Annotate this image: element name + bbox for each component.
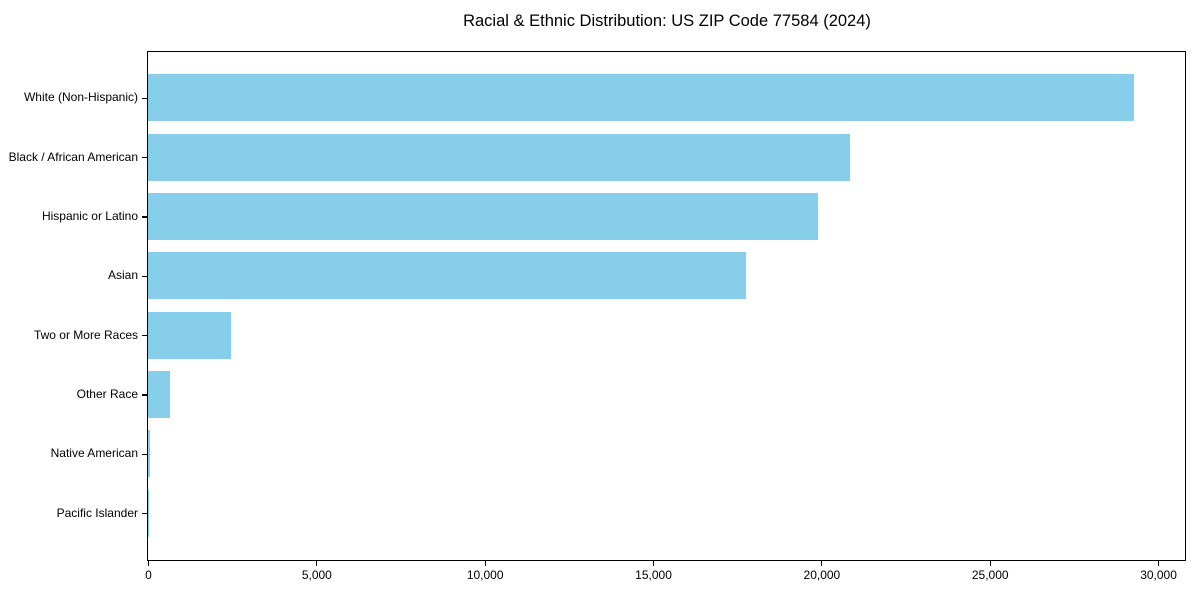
x-axis-tick xyxy=(1157,561,1160,566)
plot-area xyxy=(147,51,1186,561)
y-tick-label: Other Race xyxy=(76,387,138,402)
x-axis-tick xyxy=(652,561,655,566)
x-tick-label: 20,000 xyxy=(803,568,841,582)
bar xyxy=(148,371,170,419)
x-axis-tick xyxy=(484,561,486,566)
y-tick-label: White (Non-Hispanic) xyxy=(23,90,138,105)
bar xyxy=(148,252,746,300)
y-tick-label: Hispanic or Latino xyxy=(41,208,138,223)
x-tick-label: 5,000 xyxy=(301,568,332,582)
x-tick-label: 15,000 xyxy=(635,568,672,582)
y-axis-tick xyxy=(142,335,147,337)
x-axis-tick xyxy=(821,561,823,566)
x-axis-tick xyxy=(316,561,318,566)
y-axis-tick xyxy=(142,216,147,218)
bar xyxy=(148,133,851,181)
y-axis-tick xyxy=(142,453,147,456)
bar xyxy=(148,489,149,537)
bar xyxy=(148,430,151,478)
y-tick-label: Black / African American xyxy=(8,149,138,164)
bar xyxy=(148,192,818,240)
y-tick-label: Pacific Islander xyxy=(56,505,138,520)
x-axis-tick xyxy=(147,561,150,566)
y-axis-tick xyxy=(142,394,147,396)
x-tick-label: 30,000 xyxy=(1140,568,1177,582)
x-tick-label: 10,000 xyxy=(466,568,504,582)
chart-title: Racial & Ethnic Distribution: US ZIP Cod… xyxy=(463,12,871,30)
x-axis-tick xyxy=(989,561,991,566)
bar xyxy=(148,311,231,359)
bar xyxy=(148,74,1135,122)
x-tick-label: 25,000 xyxy=(971,568,1009,582)
y-axis-tick xyxy=(142,275,147,277)
y-tick-label: Two or More Races xyxy=(33,327,138,342)
x-tick-label: 0 xyxy=(145,568,152,582)
y-axis-tick xyxy=(142,513,147,515)
y-axis-tick xyxy=(142,156,147,159)
y-tick-label: Asian xyxy=(107,268,138,283)
y-axis-tick xyxy=(142,97,147,99)
y-tick-label: Native American xyxy=(50,446,138,461)
